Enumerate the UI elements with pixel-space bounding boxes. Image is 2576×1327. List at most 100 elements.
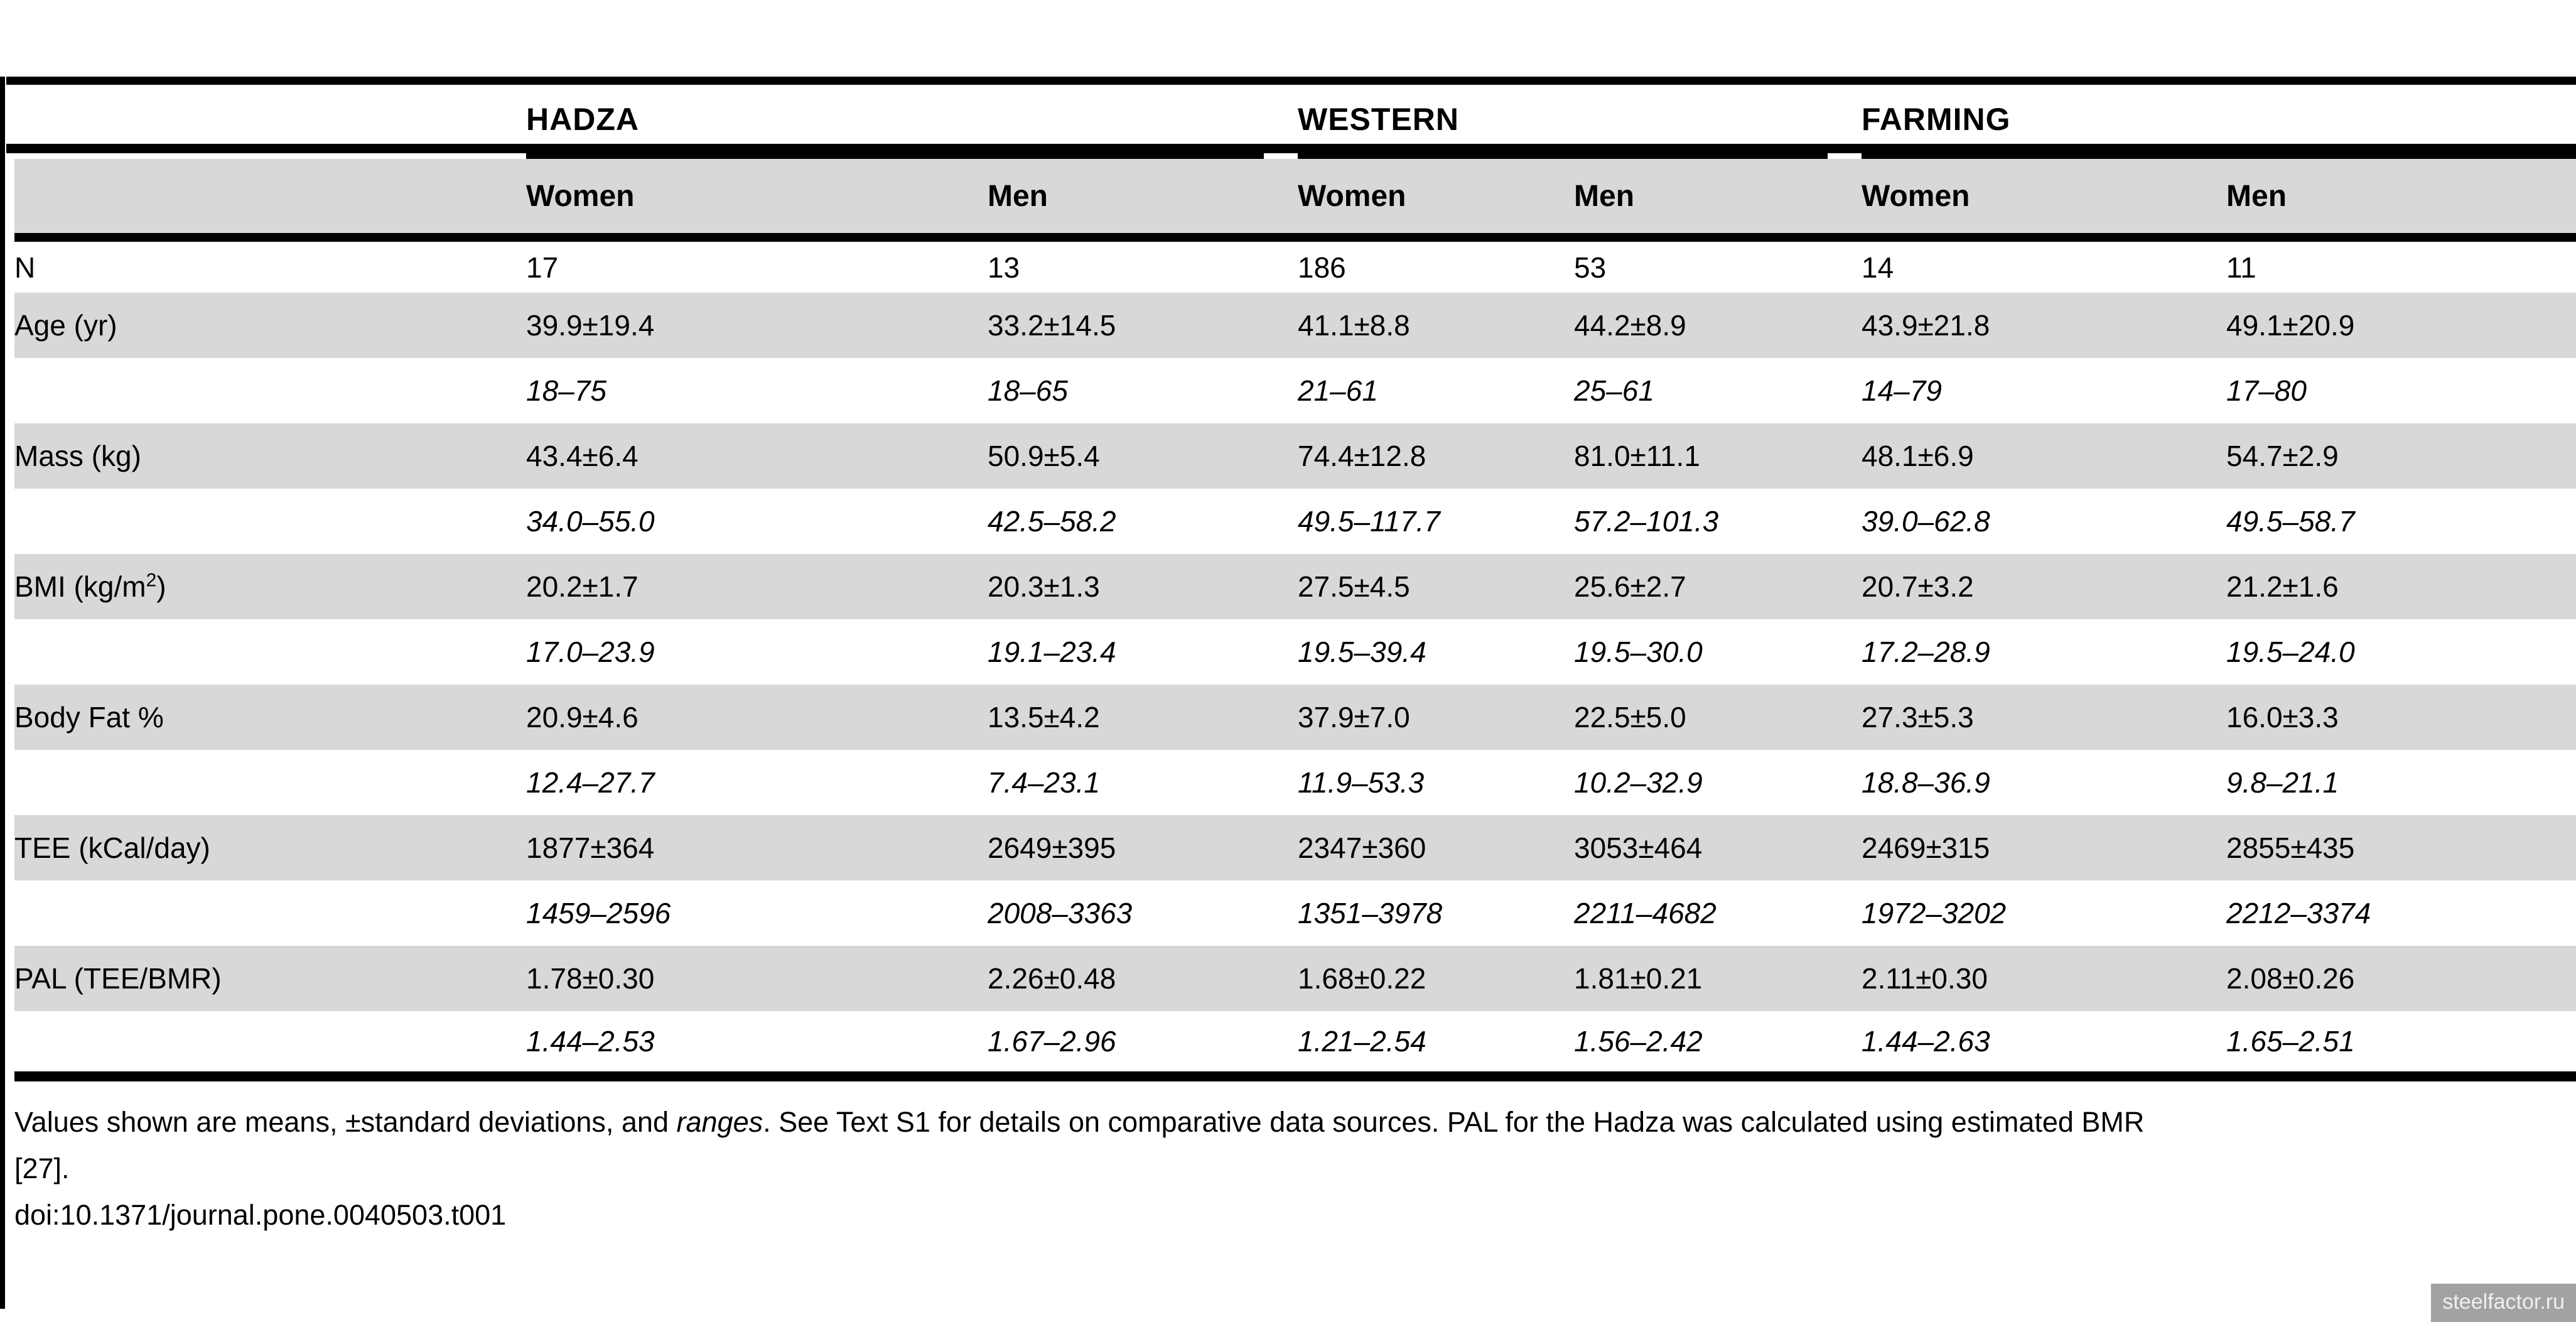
table-row: 18–75 18–65 21–61 25–61 14–79 17–80: [14, 358, 2576, 423]
value-cell: 17: [526, 251, 559, 284]
subheader-farming-women: Women: [1862, 159, 2227, 242]
value-cell: 2469±315: [1862, 815, 2227, 880]
value-cell: 9.8–21.1: [2226, 766, 2339, 799]
value-cell: 19.1–23.4: [988, 636, 1116, 668]
table-row: 12.4–27.7 7.4–23.1 11.9–53.3 10.2–32.9 18.8–…: [14, 750, 2576, 815]
value-cell: 18–75: [526, 374, 606, 407]
footnote-italic-word: ranges: [676, 1106, 763, 1138]
anthropometrics-table: HADZA WESTERN FARMING Women Men Women Me…: [14, 77, 2576, 1081]
group-label: WESTERN: [1298, 102, 1460, 137]
value-cell: 11: [2226, 251, 2256, 284]
table-row: PAL (TEE/BMR) 1.78±0.30 2.26±0.48 1.68±0.22…: [14, 946, 2576, 1011]
value-cell: 3053±464: [1574, 815, 1862, 880]
value-cell: 1.78±0.30: [526, 946, 988, 1011]
value-cell: 22.5±5.0: [1574, 685, 1862, 750]
group-underline: [1862, 153, 2576, 159]
group-underline: [526, 153, 1264, 159]
group-header-row: HADZA WESTERN FARMING: [14, 77, 2576, 159]
value-cell: 1877±364: [526, 815, 988, 880]
value-cell: 10.2–32.9: [1574, 766, 1703, 799]
value-cell: 2008–3363: [988, 897, 1133, 929]
value-cell: 2211–4682: [1574, 897, 1716, 929]
value-cell: 2212–3374: [2226, 897, 2371, 929]
value-cell: 2347±360: [1298, 815, 1575, 880]
row-label: Age (yr): [14, 293, 526, 358]
value-cell: 54.7±2.9: [2226, 423, 2576, 489]
value-cell: 1.67–2.96: [988, 1011, 1298, 1081]
value-cell: 17.0–23.9: [526, 636, 655, 668]
group-label: FARMING: [1862, 102, 2011, 137]
value-cell: 42.5–58.2: [988, 505, 1116, 538]
row-label: [14, 750, 526, 815]
row-label: BMI (kg/m2): [14, 554, 526, 619]
value-cell: 1972–3202: [1862, 897, 2007, 929]
value-cell: 2649±395: [988, 815, 1298, 880]
row-label: TEE (kCal/day): [14, 815, 526, 880]
row-label: Body Fat %: [14, 685, 526, 750]
subheader-hadza-women: Women: [526, 159, 988, 242]
value-cell: 37.9±7.0: [1298, 685, 1575, 750]
value-cell: 18.8–36.9: [1862, 766, 1990, 799]
group-header-hadza: HADZA: [526, 77, 1298, 159]
group-label: HADZA: [526, 102, 639, 137]
value-cell: 43.4±6.4: [526, 423, 988, 489]
watermark-badge: steelfactor.ru: [2431, 1284, 2576, 1322]
value-cell: 19.5–24.0: [2226, 636, 2355, 668]
footnote-line-2: [27].: [14, 1152, 70, 1184]
value-cell: 14: [1862, 251, 1894, 284]
value-cell: 1.44–2.63: [1862, 1011, 2227, 1081]
value-cell: 33.2±14.5: [988, 293, 1298, 358]
value-cell: 41.1±8.8: [1298, 293, 1575, 358]
table-top-rule: [6, 144, 2576, 153]
value-cell: 27.3±5.3: [1862, 685, 2227, 750]
table-row: N 17 13 186 53 14 11: [14, 237, 2576, 293]
value-cell: 49.5–117.7: [1298, 505, 1440, 538]
value-cell: 18–65: [988, 374, 1068, 407]
value-cell: 1.81±0.21: [1574, 946, 1862, 1011]
table-body: N 17 13 186 53 14 11 Age (yr) 39.9±19.4 33.2±14.5…: [14, 237, 2576, 1081]
value-cell: 39.0–62.8: [1862, 505, 1990, 538]
value-cell: 1.68±0.22: [1298, 946, 1575, 1011]
value-cell: 13.5±4.2: [988, 685, 1298, 750]
footnote-line-1: Values shown are means, ±standard deviat…: [14, 1099, 2563, 1146]
value-cell: 1459–2596: [526, 897, 671, 929]
value-cell: 12.4–27.7: [526, 766, 655, 799]
value-cell: 20.2±1.7: [526, 554, 988, 619]
value-cell: 48.1±6.9: [1862, 423, 2227, 489]
value-cell: 2855±435: [2226, 815, 2576, 880]
value-cell: 53: [1574, 251, 1607, 284]
value-cell: 19.5–30.0: [1574, 636, 1703, 668]
row-label: [14, 1011, 526, 1081]
group-header-western: WESTERN: [1298, 77, 1862, 159]
value-cell: 2.11±0.30: [1862, 946, 2227, 1011]
row-label: [14, 358, 526, 423]
subheader-hadza-men: Men: [988, 159, 1298, 242]
row-label: N: [14, 251, 36, 284]
group-underline: [1298, 153, 1828, 159]
value-cell: 17–80: [2226, 374, 2307, 407]
table-row: TEE (kCal/day) 1877±364 2649±395 2347±360 30…: [14, 815, 2576, 880]
table-row: 17.0–23.9 19.1–23.4 19.5–39.4 19.5–30.0 17.2…: [14, 619, 2576, 685]
superscript: 2: [146, 570, 157, 591]
table-row: BMI (kg/m2) 20.2±1.7 20.3±1.3 27.5±4.5 25.6±…: [14, 554, 2576, 619]
value-cell: 7.4–23.1: [988, 766, 1101, 799]
value-cell: 50.9±5.4: [988, 423, 1298, 489]
value-cell: 16.0±3.3: [2226, 685, 2576, 750]
value-cell: 49.1±20.9: [2226, 293, 2576, 358]
value-cell: 27.5±4.5: [1298, 554, 1575, 619]
table-row: Mass (kg) 43.4±6.4 50.9±5.4 74.4±12.8 81.0±1…: [14, 423, 2576, 489]
subheader-farming-men: Men: [2226, 159, 2576, 242]
doi-line: doi:10.1371/journal.pone.0040503.t001: [14, 1199, 507, 1231]
row-label: Mass (kg): [14, 423, 526, 489]
value-cell: 44.2±8.9: [1574, 293, 1862, 358]
value-cell: 11.9–53.3: [1298, 766, 1425, 799]
value-cell: 186: [1298, 251, 1346, 284]
corner-cell: [14, 159, 526, 242]
table-row: 1.44–2.53 1.67–2.96 1.21–2.54 1.56–2.42 1.44…: [14, 1011, 2576, 1081]
table-row: 34.0–55.0 42.5–58.2 49.5–117.7 57.2–101.3 39…: [14, 489, 2576, 554]
value-cell: 1.21–2.54: [1298, 1011, 1575, 1081]
value-cell: 13: [988, 251, 1020, 284]
table-head: HADZA WESTERN FARMING Women Men Women Me…: [14, 77, 2576, 242]
value-cell: 34.0–55.0: [526, 505, 655, 538]
left-edge-line: [0, 77, 5, 1309]
